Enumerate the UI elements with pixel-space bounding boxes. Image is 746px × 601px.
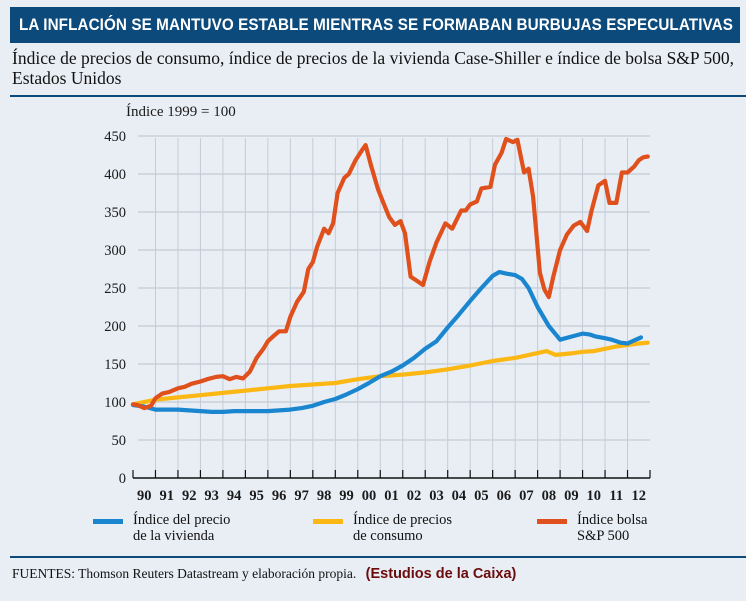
credit-text: (Estudios de la Caixa)	[365, 566, 517, 582]
x-tick-label: 97	[294, 488, 309, 504]
y-tick-label: 350	[104, 205, 126, 221]
series-line-cpi	[130, 340, 650, 407]
source-note: FUENTES: Thomson Reuters Datastream y el…	[12, 566, 516, 582]
x-tick-label: 10	[587, 488, 602, 504]
x-tick-label: 94	[227, 488, 242, 504]
x-tick-label: 07	[519, 488, 534, 504]
x-tick-label: 00	[362, 488, 377, 504]
x-axis	[132, 470, 651, 479]
x-tick-label: 96	[272, 488, 287, 504]
y-axis-label: Índice 1999 = 100	[126, 104, 236, 120]
y-tick-label: 200	[104, 319, 126, 335]
x-tick-label: 11	[609, 488, 623, 504]
x-tick-label: 91	[159, 488, 174, 504]
legend-swatch-cpi	[313, 519, 343, 524]
legend-swatch-sp500	[537, 519, 567, 524]
divider-top	[10, 95, 746, 97]
series-lines	[130, 136, 650, 414]
x-tick-label: 93	[204, 488, 219, 504]
y-tick-label: 250	[104, 281, 126, 297]
y-tick-label: 0	[119, 471, 126, 487]
legend-item-cpi: Índice de precios de consumo	[313, 512, 452, 544]
y-tick-label: 300	[104, 243, 126, 259]
source-text: FUENTES: Thomson Reuters Datastream y el…	[12, 566, 357, 581]
chart-title-banner: LA INFLACIÓN SE MANTUVO ESTABLE MIENTRAS…	[10, 7, 740, 43]
x-tick-label: 02	[407, 488, 422, 504]
y-tick-label: 50	[112, 433, 127, 449]
legend-label-sp500: Índice bolsa S&P 500	[577, 512, 648, 544]
x-tick-label: 08	[542, 488, 557, 504]
x-tick-label: 05	[474, 488, 489, 504]
x-tick-label: 01	[384, 488, 399, 504]
chart-subtitle: Índice de precios de consumo, índice de …	[12, 48, 734, 88]
x-tick-label: 95	[249, 488, 264, 504]
y-tick-label: 450	[104, 129, 126, 145]
x-tick-label: 04	[452, 488, 467, 504]
series-line-housing	[130, 269, 644, 414]
legend-label-cpi: Índice de precios de consumo	[353, 512, 453, 544]
divider-bottom	[10, 556, 746, 558]
legend-item-housing: Índice del precio de la vivienda	[93, 512, 230, 544]
legend-label-housing: Índice del precio de la vivienda	[133, 512, 231, 544]
legend-item-sp500: Índice bolsa S&P 500	[537, 512, 647, 544]
y-tick-label: 150	[104, 357, 126, 373]
y-tick-label: 100	[104, 395, 126, 411]
x-tick-label: 92	[182, 488, 197, 504]
series-line-sp500	[130, 136, 650, 411]
x-tick-label: 12	[632, 488, 647, 504]
x-axis-ticks: 90 91 92 93 94 95 96 97 98 99 00 01 02 03 04 05 06 07 08 09…	[137, 488, 646, 504]
x-tick-label: 06	[497, 488, 512, 504]
legend-swatch-housing	[93, 519, 123, 524]
x-tick-label: 98	[317, 488, 332, 504]
y-axis-ticks: 0 50 100 150 200 250 300 350 400 450	[104, 129, 126, 487]
x-tick-label: 03	[429, 488, 444, 504]
vertical-gridlines	[154, 138, 629, 478]
y-tick-label: 400	[104, 167, 126, 183]
x-tick-label: 90	[137, 488, 152, 504]
x-tick-label: 09	[564, 488, 579, 504]
chart-title: LA INFLACIÓN SE MANTUVO ESTABLE MIENTRAS…	[19, 15, 733, 34]
x-tick-label: 99	[339, 488, 354, 504]
